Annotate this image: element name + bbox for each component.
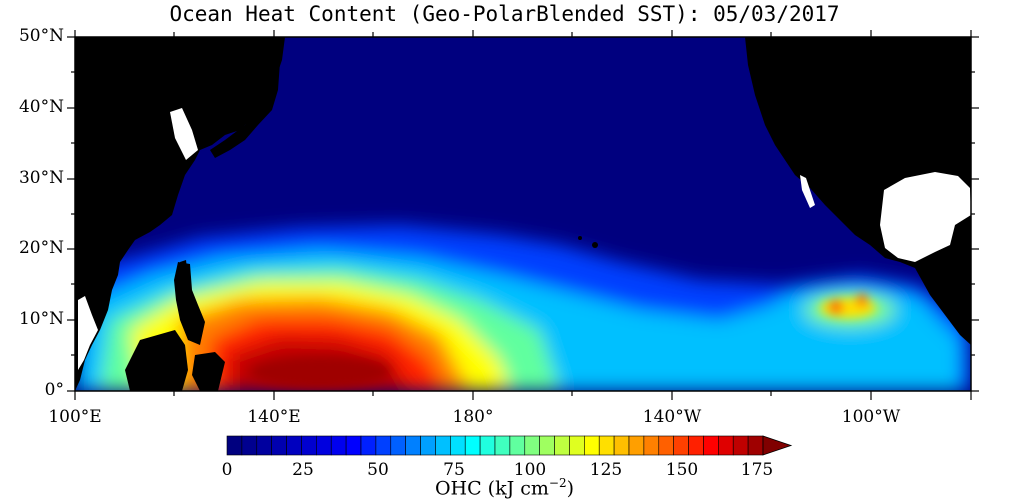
land-indonesia-east xyxy=(192,352,225,391)
colorbar-swatch xyxy=(464,435,481,456)
land-japan xyxy=(210,60,280,158)
gulf-of-mexico xyxy=(880,172,971,262)
colorbar-swatch xyxy=(747,435,764,456)
wpac-dark-core xyxy=(250,356,390,388)
no-data-areas xyxy=(78,108,971,370)
ohc-field xyxy=(75,225,971,391)
colorbar-swatch xyxy=(732,435,749,456)
land-borneo xyxy=(125,330,188,391)
colorbar-swatch xyxy=(539,435,555,456)
colorbar-swatch xyxy=(345,435,362,456)
land-asia xyxy=(75,37,285,391)
colorbar-swatch xyxy=(435,435,451,456)
colorbar-swatch xyxy=(390,435,406,456)
colorbar-swatch xyxy=(420,435,436,456)
lat-label-0: 0° xyxy=(44,380,64,400)
colorbar-tick-50: 50 xyxy=(367,460,389,480)
colorbar-swatch xyxy=(256,435,272,456)
colorbar-swatch xyxy=(569,435,585,456)
colorbar-swatch xyxy=(271,435,287,456)
lon-ticks xyxy=(74,30,972,400)
colorbar-label-close: ) xyxy=(566,477,575,500)
colorbar-tick-150: 150 xyxy=(665,460,699,480)
colorbar-swatch xyxy=(598,435,615,456)
colorbar-swatch xyxy=(524,435,540,456)
colorbar-swatch xyxy=(509,435,526,456)
colorbar-swatch xyxy=(703,435,719,456)
colorbar-label-main: OHC (kJ cm xyxy=(434,477,549,500)
colorbar-tick-0: 0 xyxy=(221,460,233,480)
colorbar-swatch xyxy=(301,435,317,456)
epac-hotspot-1 xyxy=(829,300,843,314)
colorbar-swatch xyxy=(360,435,377,456)
sea-of-japan xyxy=(170,108,198,160)
colorbar-tick-125: 125 xyxy=(589,460,623,480)
lat-label-30n: 30°N xyxy=(18,168,64,188)
colorbar-swatch xyxy=(479,435,496,456)
colorbar-label-exponent: −2 xyxy=(548,476,567,490)
lon-label-140w: 140°W xyxy=(642,407,702,427)
colorbar-swatch xyxy=(613,435,630,456)
colorbar-swatch xyxy=(494,435,511,456)
colorbar-swatch xyxy=(286,435,302,456)
colorbar-swatch xyxy=(643,435,660,456)
colorbar-label: OHC (kJ cm−2) xyxy=(0,476,1009,499)
lat-label-50n: 50°N xyxy=(18,26,64,46)
colorbar-swatch xyxy=(673,435,689,456)
colorbar-swatch xyxy=(405,435,421,456)
colorbar-swatch xyxy=(688,435,704,456)
land-philippines xyxy=(174,262,205,345)
lon-label-140e: 140°E xyxy=(247,407,301,427)
colorbar xyxy=(226,435,793,456)
land xyxy=(75,37,971,391)
land-hawaii-1 xyxy=(592,242,598,248)
colorbar-swatch xyxy=(658,435,674,456)
lon-label-100w: 100°W xyxy=(841,407,901,427)
colorbar-over-arrow xyxy=(762,435,793,456)
land-north-america xyxy=(745,37,971,345)
lat-ticks xyxy=(67,36,979,392)
map-title: Ocean Heat Content (Geo-PolarBlended SST… xyxy=(169,2,840,26)
colorbar-tick-75: 75 xyxy=(443,460,465,480)
colorbar-swatch xyxy=(554,435,570,456)
lon-label-180: 180° xyxy=(452,407,494,427)
gulf-of-california xyxy=(800,175,815,208)
colorbar-swatch xyxy=(241,435,258,456)
colorbar-swatch xyxy=(316,435,332,456)
land-central-america xyxy=(915,268,971,345)
lon-label-100e: 100°E xyxy=(48,407,102,427)
colorbar-swatch xyxy=(718,435,734,456)
lat-label-20n: 20°N xyxy=(18,238,64,258)
colorbar-swatch xyxy=(584,435,600,456)
colorbar-tick-100: 100 xyxy=(513,460,547,480)
colorbar-swatch xyxy=(375,435,392,456)
colorbar-tick-25: 25 xyxy=(292,460,314,480)
colorbar-swatch xyxy=(450,435,466,456)
land-hawaii-2 xyxy=(578,236,582,240)
colorbar-swatch xyxy=(226,435,243,456)
colorbar-swatch xyxy=(330,435,347,456)
south-china-coast xyxy=(78,296,98,370)
lat-label-40n: 40°N xyxy=(18,97,64,117)
colorbar-tick-175: 175 xyxy=(740,460,774,480)
epac-hotspot-2 xyxy=(856,294,868,306)
lat-label-10n: 10°N xyxy=(18,309,64,329)
colorbar-swatch xyxy=(628,435,645,456)
